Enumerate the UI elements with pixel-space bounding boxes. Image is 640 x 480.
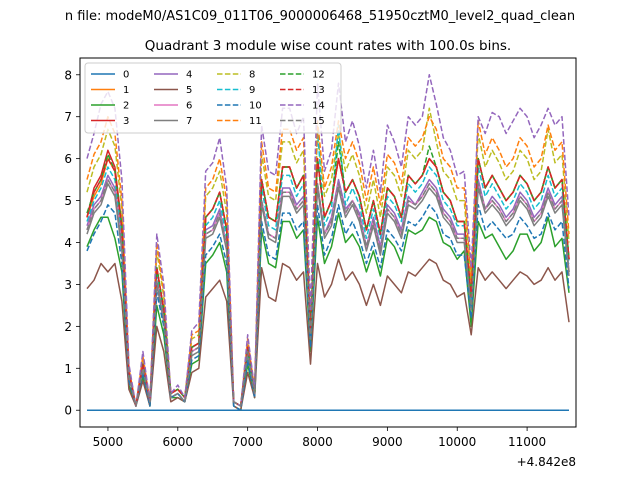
legend-label-0: 0 (123, 70, 129, 81)
series-line-11 (86, 115, 570, 407)
series-layer (86, 74, 570, 411)
legend-label-10: 10 (249, 101, 262, 112)
y-tick-label: 2 (64, 320, 72, 334)
x-tick-label: 6000 (163, 435, 194, 449)
y-tick-label: 0 (64, 404, 72, 418)
legend-label-11: 11 (249, 116, 262, 127)
series-line-5 (86, 258, 570, 411)
series-line-15 (86, 178, 570, 407)
chart-title: Quadrant 3 module wise count rates with … (145, 38, 511, 54)
x-tick-label: 11000 (508, 435, 546, 449)
y-tick-label: 3 (64, 278, 72, 292)
legend-label-9: 9 (249, 85, 255, 96)
figure-suptitle: n file: modeM0/AS1C09_011T06_9000006468_… (65, 9, 575, 24)
x-axis: 5000 6000 7000 8000 9000 10000 11000 (93, 427, 546, 449)
series-line-14 (86, 74, 570, 407)
y-tick-label: 6 (64, 152, 72, 166)
legend-label-14: 14 (312, 101, 325, 112)
legend-label-7: 7 (186, 116, 192, 127)
series-line-13 (86, 157, 570, 407)
y-tick-label: 1 (64, 362, 72, 376)
legend-label-3: 3 (123, 116, 129, 127)
legend-label-8: 8 (249, 70, 255, 81)
legend-label-6: 6 (186, 101, 192, 112)
x-offset-label: +4.842e8 (517, 455, 576, 469)
x-tick-label: 10000 (438, 435, 476, 449)
x-tick-label: 5000 (93, 435, 124, 449)
legend-label-12: 12 (312, 70, 325, 81)
legend-label-13: 13 (312, 85, 325, 96)
legend-label-4: 4 (186, 70, 192, 81)
x-tick-label: 9000 (372, 435, 403, 449)
x-tick-label: 7000 (232, 435, 263, 449)
y-tick-label: 5 (64, 194, 72, 208)
legend-label-5: 5 (186, 85, 192, 96)
legend-label-2: 2 (123, 101, 129, 112)
x-tick-label: 8000 (302, 435, 333, 449)
y-tick-label: 8 (64, 68, 72, 82)
y-axis: 0 1 2 3 4 5 6 7 8 (64, 68, 80, 418)
legend-label-1: 1 (123, 85, 129, 96)
y-tick-label: 7 (64, 110, 72, 124)
legend-label-15: 15 (312, 116, 325, 127)
y-tick-label: 4 (64, 236, 72, 250)
legend-box (84, 62, 342, 134)
